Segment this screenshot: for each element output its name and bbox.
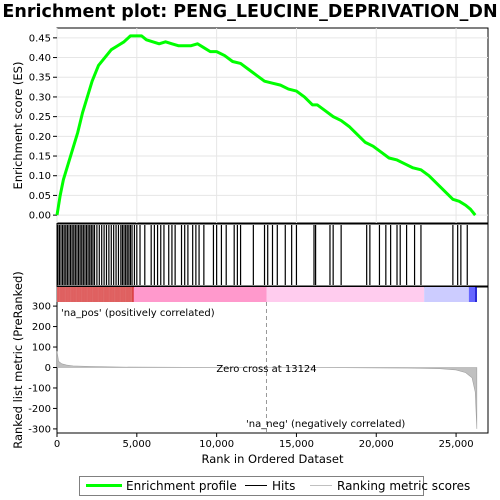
na-neg-annotation: 'na_neg' (negatively correlated) (246, 419, 405, 430)
metric-y-axis-label: Ranked list metric (PreRanked) (11, 271, 25, 449)
legend: Enrichment profile Hits Ranking metric s… (79, 476, 470, 496)
rank-color-band (56, 287, 477, 302)
es-tick-label: 0.35 (29, 73, 51, 84)
legend-label-hits: Hits (272, 479, 296, 493)
metric-tick-label: 300 (32, 302, 51, 313)
es-tick-label: 0.20 (29, 132, 51, 143)
x-tick-label: 25,000 (439, 439, 474, 450)
zero-cross-annotation: Zero cross at 13124 (216, 364, 316, 375)
ranking-metric-fill (56, 351, 478, 429)
es-tick-label: 0.05 (29, 191, 51, 202)
legend-swatch-hits (245, 485, 267, 486)
metric-tick-label: -100 (28, 383, 51, 394)
rank-band-segment (475, 287, 477, 302)
es-tick-label: 0.15 (29, 152, 51, 163)
hit-markers (57, 225, 468, 285)
na-pos-annotation: 'na_pos' (positively correlated) (61, 308, 215, 319)
rank-band-segment (266, 287, 425, 302)
es-tick-label: 0.40 (29, 53, 51, 64)
metric-tick-label: 200 (32, 322, 51, 333)
es-gridlines (56, 28, 488, 223)
rank-band-segment (468, 287, 476, 302)
es-tick-label: 0.00 (29, 211, 51, 222)
es-tick-label: 0.10 (29, 171, 51, 182)
metric-tick-label: -300 (28, 424, 51, 435)
x-tick-label: 15,000 (279, 439, 314, 450)
ranking-metric-area (56, 351, 478, 429)
rank-band-segment (133, 287, 267, 302)
hits-panel-frame (56, 223, 489, 287)
metric-tick-label: -200 (28, 404, 51, 415)
x-axis-ticks: 0 5,000 10,000 15,000 20,000 25,000 (54, 433, 474, 450)
chart-title: Enrichment plot: PENG_LEUCINE_DEPRIVATIO… (2, 2, 498, 22)
legend-swatch-ranking (310, 485, 332, 486)
legend-swatch-enrichment (86, 484, 122, 487)
x-tick-label: 10,000 (199, 439, 234, 450)
es-tick-label: 0.25 (29, 112, 51, 123)
legend-label-enrichment: Enrichment profile (126, 479, 237, 493)
metric-y-ticks: -300 -200 -100 0 100 200 300 (28, 302, 57, 435)
metric-tick-label: 0 (45, 363, 51, 374)
x-axis-label: Rank in Ordered Dataset (201, 452, 344, 466)
es-tick-label: 0.30 (29, 92, 51, 103)
es-tick-label: 0.45 (29, 33, 51, 44)
metric-tick-label: 100 (32, 343, 51, 354)
enrichment-profile-line (55, 34, 477, 217)
legend-label-ranking: Ranking metric scores (337, 479, 471, 493)
rank-band-segment (57, 287, 134, 302)
es-y-ticks: 0.00 0.05 0.10 0.15 0.20 0.25 0.30 0.35 0.40 0.45 (29, 33, 57, 222)
x-tick-label: 0 (54, 439, 60, 450)
rank-band-segment (424, 287, 469, 302)
x-tick-label: 5,000 (122, 439, 151, 450)
x-tick-label: 20,000 (359, 439, 394, 450)
es-y-axis-label: Enrichment score (ES) (11, 62, 25, 190)
